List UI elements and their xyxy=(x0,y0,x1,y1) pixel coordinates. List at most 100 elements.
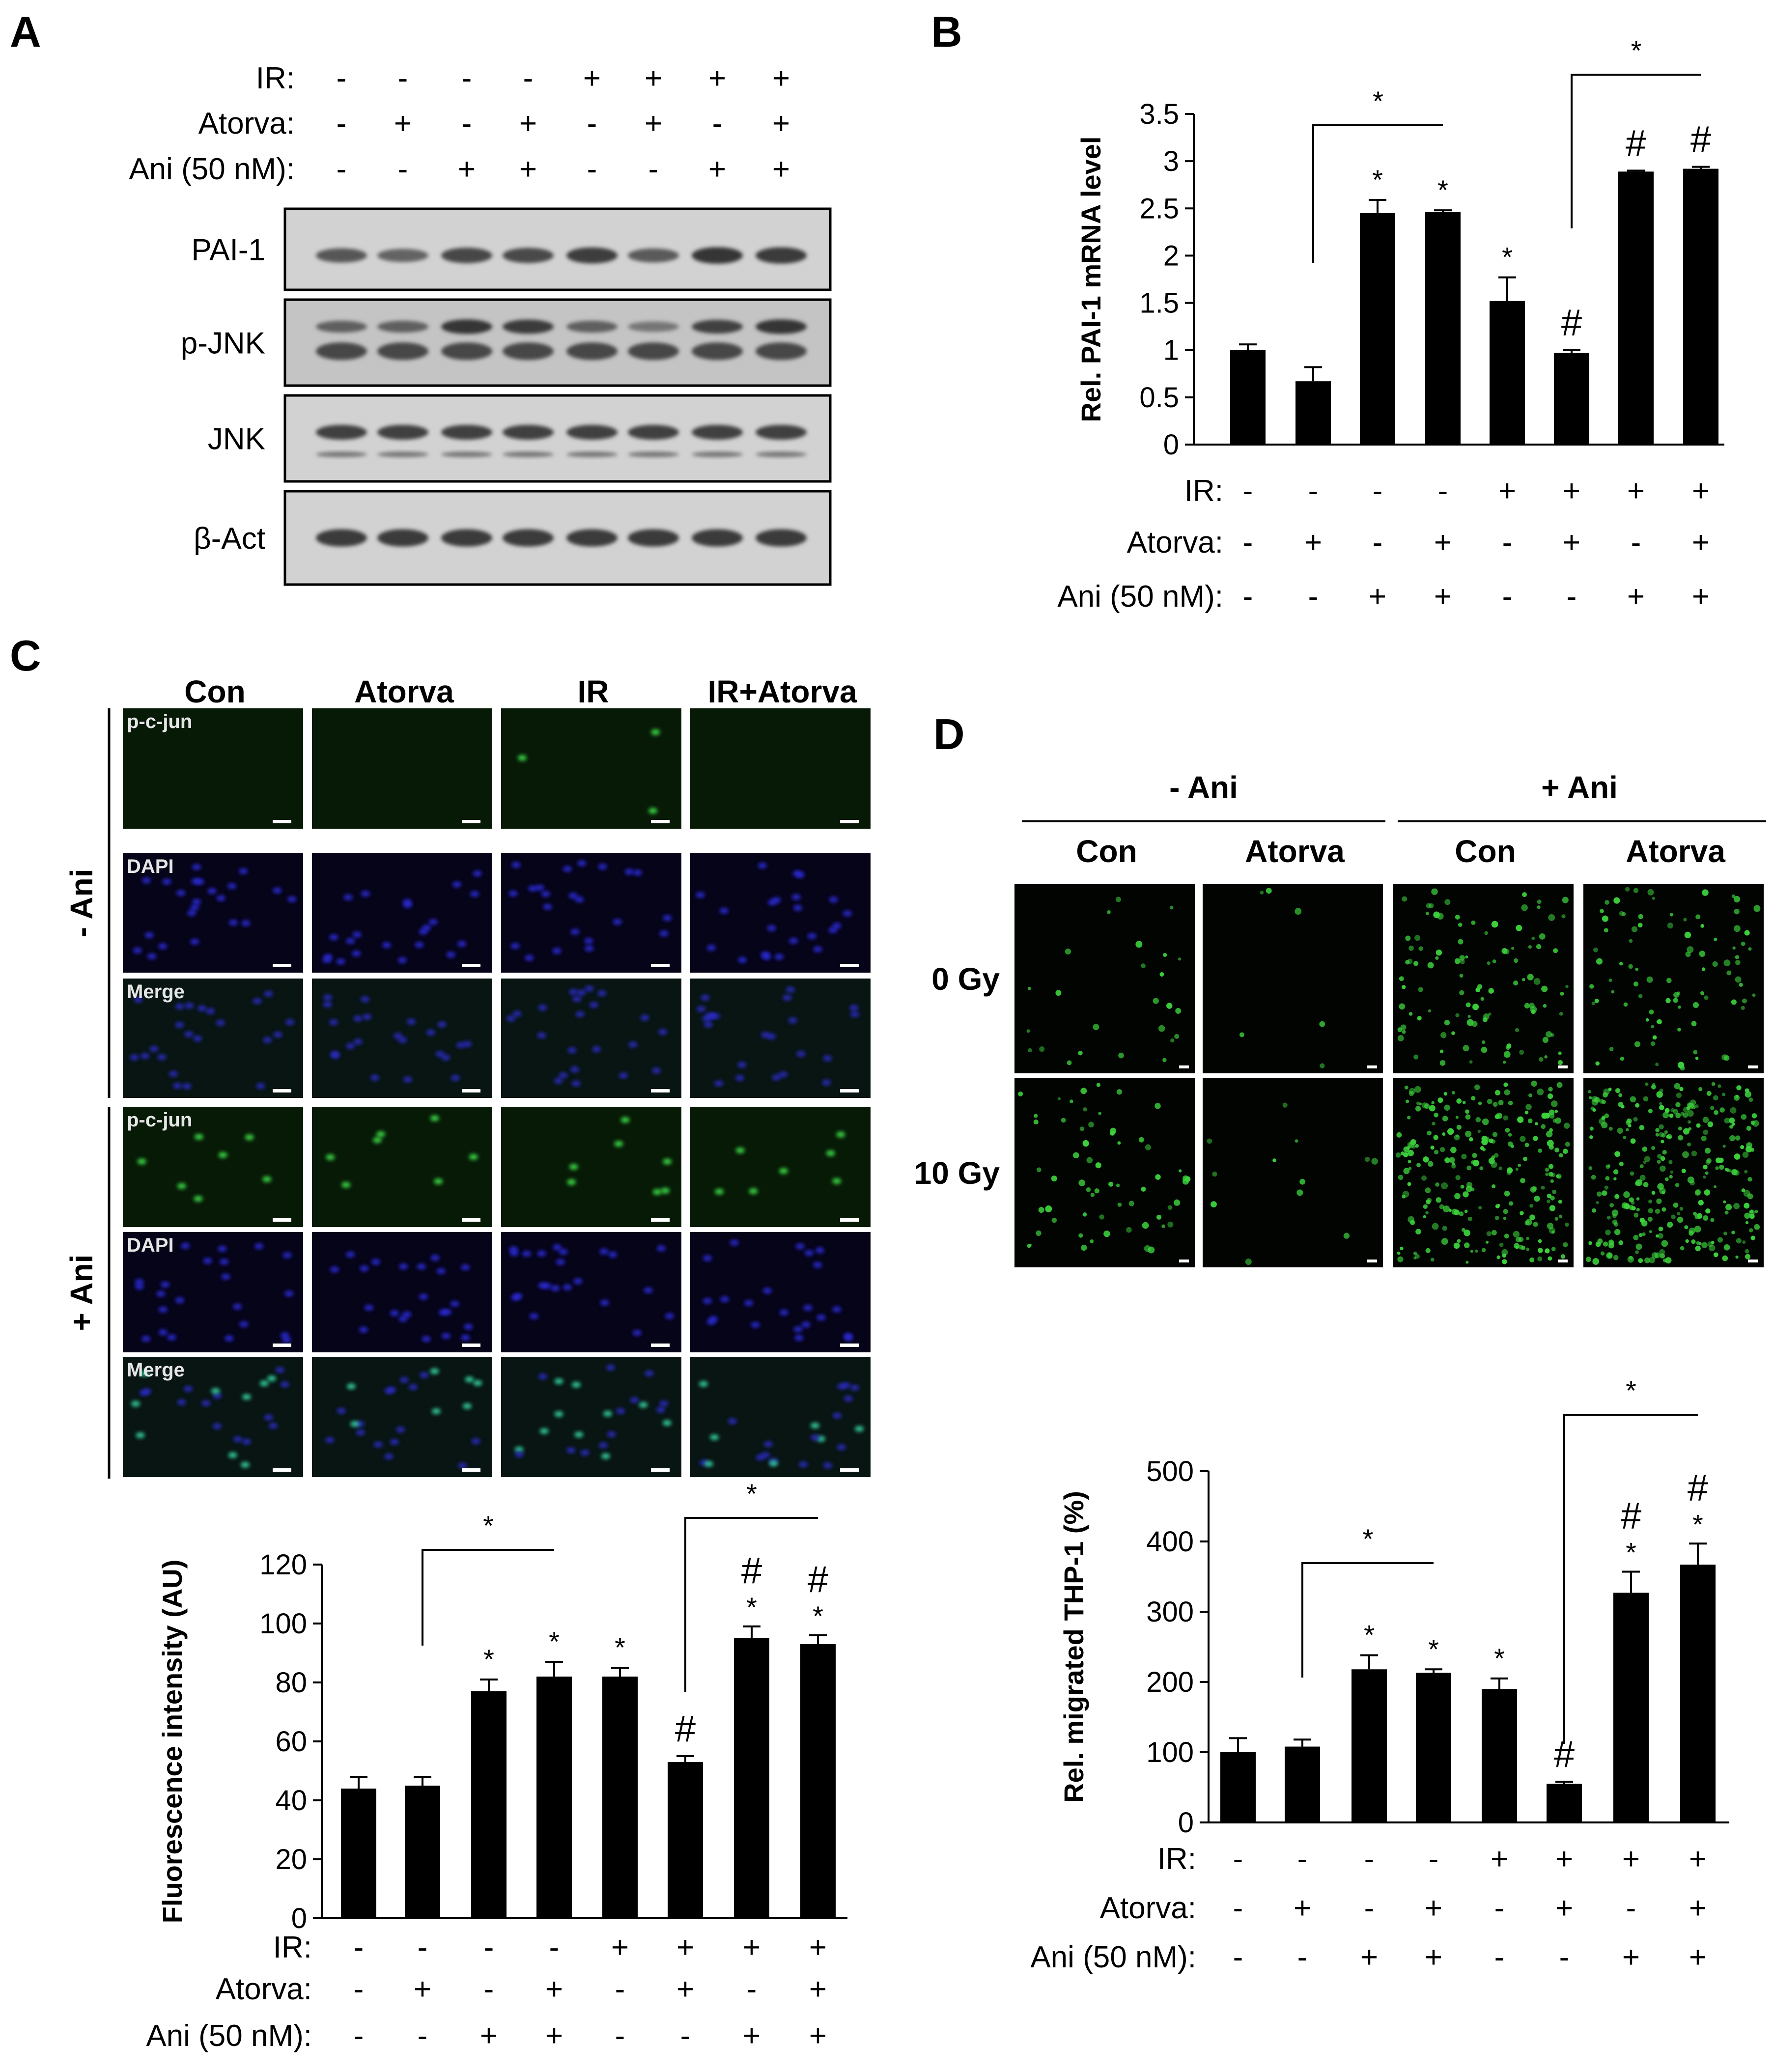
cell-d-0-0-8 xyxy=(1170,1038,1175,1043)
micrograph-stain-label-1: DAPI xyxy=(127,856,174,877)
panel-a-cond-2-4: - xyxy=(587,152,597,186)
scale-bar-d-1-3 xyxy=(1748,1260,1758,1262)
cell-d-0-2-72 xyxy=(1414,935,1421,941)
y-tick-label-1: 100 xyxy=(1146,1736,1194,1768)
cell-d-1-0-55 xyxy=(1110,1130,1115,1136)
cell-d-1-3-105 xyxy=(1679,1207,1684,1211)
nucleus-4-1-5 xyxy=(402,1311,412,1317)
cell-d-1-2-105 xyxy=(1465,1260,1469,1264)
cell-d-1-2-133 xyxy=(1537,1248,1543,1253)
cell-d-0-2-66 xyxy=(1475,987,1481,992)
cell-d-0-3-47 xyxy=(1623,1002,1628,1007)
nucleus-1-2-2 xyxy=(577,860,587,867)
cell-d-1-3-195 xyxy=(1630,1138,1636,1144)
cell-d-0-3-29 xyxy=(1685,952,1691,957)
cell-d-1-3-17 xyxy=(1724,1118,1730,1124)
cell-d-0-3-70 xyxy=(1645,1018,1649,1022)
cell-d-1-2-214 xyxy=(1398,1175,1404,1180)
nucleus-1-2-4 xyxy=(508,891,518,897)
nucleus-4-0-21 xyxy=(233,1303,242,1310)
nucleus-4-3-4 xyxy=(751,1321,760,1328)
cell-d-1-2-64 xyxy=(1519,1237,1524,1242)
blot-band-2-7-1 xyxy=(756,451,807,457)
bar-4 xyxy=(1490,301,1525,445)
cell-d-1-2-41 xyxy=(1426,1199,1431,1204)
cell-d-1-2-33 xyxy=(1463,1191,1469,1198)
panel-c-cond-1-0: - xyxy=(354,1972,364,2006)
cell-d-1-2-30 xyxy=(1479,1166,1484,1171)
cell-d-1-0-19 xyxy=(1116,1183,1120,1187)
nucleus-4-2-6 xyxy=(522,1251,532,1257)
cell-d-0-3-0 xyxy=(1702,889,1709,896)
nucleus-1-1-13 xyxy=(403,902,412,908)
nucleus-2-3-5 xyxy=(786,986,795,993)
cell-d-1-2-183 xyxy=(1547,1140,1554,1147)
cell-d-1-3-297 xyxy=(1729,1124,1734,1129)
cell-d-0-3-80 xyxy=(1619,962,1623,966)
cell-d-1-2-44 xyxy=(1481,1248,1486,1253)
panel-c-cond-0-5: + xyxy=(676,1931,694,1964)
cell-d-1-2-157 xyxy=(1495,1112,1502,1120)
cell-d-1-2-229 xyxy=(1448,1208,1452,1212)
cell-d-1-3-75 xyxy=(1701,1135,1707,1142)
cell-d-1-2-186 xyxy=(1551,1247,1556,1252)
micrograph-c-4-0 xyxy=(123,1232,303,1352)
cell-d-1-3-137 xyxy=(1643,1096,1649,1102)
nucleus-4-1-7 xyxy=(346,1251,355,1258)
panel-c-cond-2-0: - xyxy=(354,2019,364,2053)
cell-d-0-3-24 xyxy=(1733,925,1741,932)
panel-c-cond-label-1: Atorva: xyxy=(216,1972,312,2006)
cell-d-0-2-65 xyxy=(1521,978,1525,981)
blot-band-0-2-0 xyxy=(441,248,492,263)
cell-d-0-2-44 xyxy=(1487,961,1491,965)
cell-d-1-0-28 xyxy=(1156,1214,1162,1220)
panel-b-cond-2-3: + xyxy=(1434,580,1452,614)
cell-d-1-2-100 xyxy=(1456,1124,1462,1130)
panel-b-cond-1-6: - xyxy=(1631,526,1641,560)
cell-d-0-3-72 xyxy=(1666,978,1672,983)
nucleus-2-0-6 xyxy=(253,998,262,1005)
cell-d-1-2-195 xyxy=(1466,1165,1472,1171)
cell-d-1-3-54 xyxy=(1639,1164,1644,1169)
blot-band-2-0-1 xyxy=(316,451,367,457)
nucleus-1-2-12 xyxy=(570,928,580,935)
panel-a-cond-0-6: + xyxy=(708,61,726,95)
cell-d-1-0-43 xyxy=(1099,1214,1104,1220)
cell-d-1-3-207 xyxy=(1682,1151,1689,1158)
cell-d-1-3-15 xyxy=(1671,1214,1676,1219)
nucleus-5-0-13 xyxy=(242,1438,251,1445)
panel-d-col-header-2: Con xyxy=(1455,834,1516,869)
cell-d-0-2-34 xyxy=(1537,905,1541,909)
nucleus-5-3-14 xyxy=(844,1396,853,1402)
cell-d-0-3-44 xyxy=(1723,959,1731,967)
cell-d-1-3-284 xyxy=(1621,1202,1628,1209)
scale-bar-d-0-2 xyxy=(1558,1065,1568,1068)
panel-d-cond-1-6: - xyxy=(1626,1891,1636,1925)
nucleus-1-2-15 xyxy=(541,891,550,897)
cell-d-0-2-17 xyxy=(1400,1024,1407,1031)
nucleus-3-0-5 xyxy=(194,1196,203,1202)
cell-d-0-3-82 xyxy=(1731,894,1736,898)
cell-d-1-2-98 xyxy=(1408,1160,1411,1164)
scale-bar-c-2-0 xyxy=(273,1089,291,1092)
cell-d-0-1-4 xyxy=(1320,1063,1325,1068)
cell-d-1-2-249 xyxy=(1467,1216,1472,1221)
nucleus-4-3-19 xyxy=(709,1316,718,1322)
cell-d-1-3-177 xyxy=(1617,1127,1623,1134)
cell-d-1-3-275 xyxy=(1600,1251,1605,1256)
cell-d-1-2-241 xyxy=(1407,1149,1414,1156)
cell-d-1-3-181 xyxy=(1723,1244,1730,1251)
cell-d-0-2-67 xyxy=(1519,1050,1524,1055)
cell-d-1-3-214 xyxy=(1690,1099,1696,1106)
cell-d-1-3-247 xyxy=(1745,1088,1749,1093)
cell-d-0-2-28 xyxy=(1481,1046,1488,1053)
cell-d-0-3-62 xyxy=(1700,991,1705,995)
nucleus-1-1-14 xyxy=(329,934,338,940)
cell-d-1-2-89 xyxy=(1504,1233,1509,1239)
panel-a-cond-1-4: - xyxy=(587,107,597,140)
cell-d-1-2-32 xyxy=(1560,1254,1566,1259)
cell-d-1-1-11 xyxy=(1211,1201,1217,1207)
nucleus-1-0-5 xyxy=(144,932,154,938)
nucleus-4-1-9 xyxy=(436,1268,446,1274)
cell-d-0-2-4 xyxy=(1539,933,1546,940)
